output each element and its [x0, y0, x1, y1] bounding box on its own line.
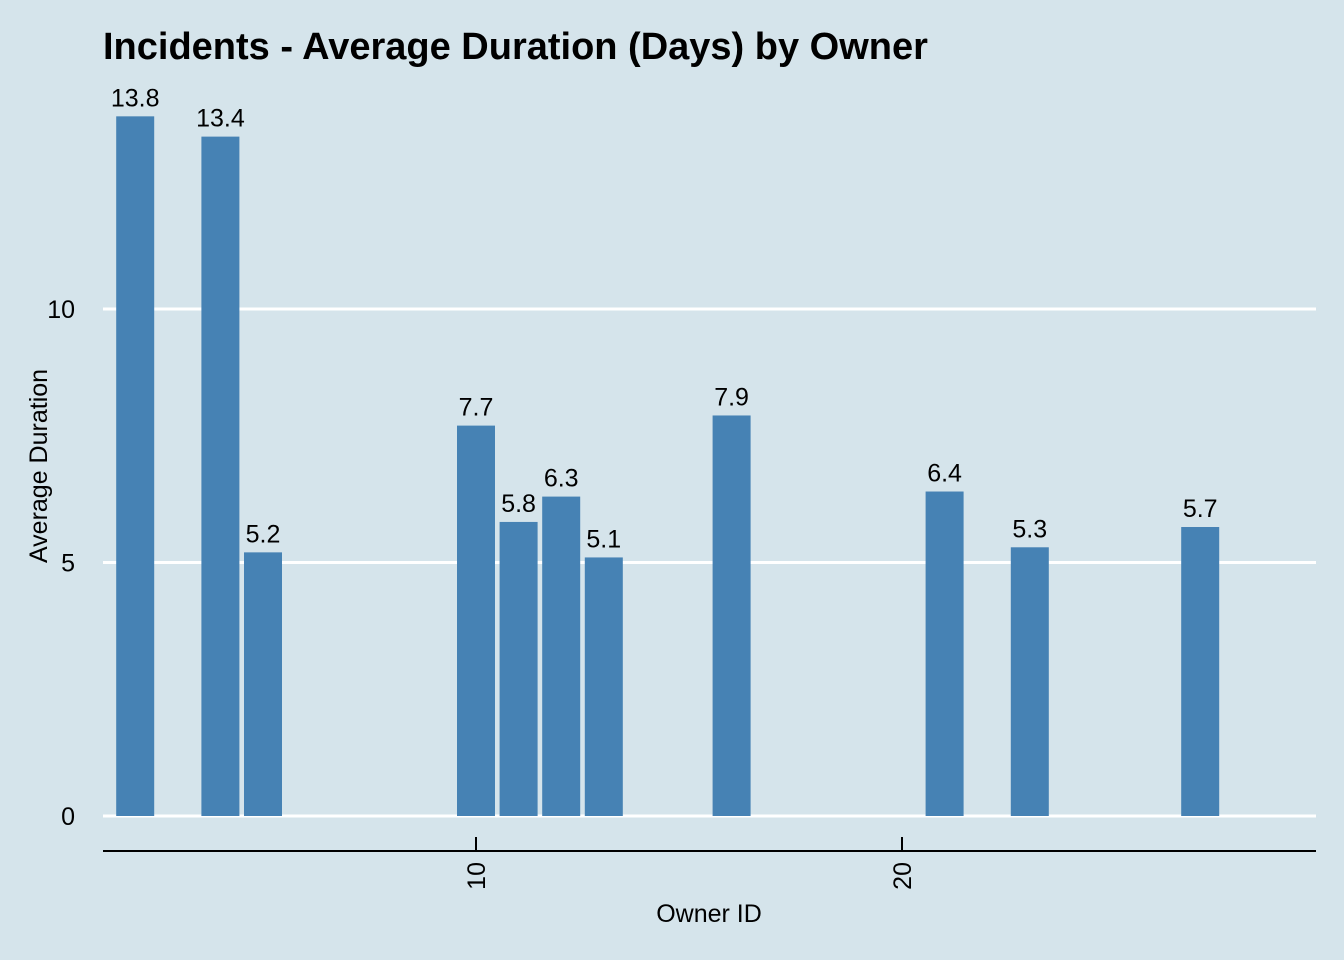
bar [244, 552, 282, 816]
bar [1010, 547, 1049, 816]
x-tick-label: 10 [463, 862, 491, 890]
y-axis-title: Average Duration [25, 369, 53, 563]
bar-value-label: 5.3 [1012, 515, 1047, 543]
chart-title: Incidents - Average Duration (Days) by O… [103, 26, 928, 68]
x-tick-label: 20 [889, 862, 917, 890]
bar-value-label: 7.9 [714, 383, 749, 411]
bar-value-label: 7.7 [459, 394, 494, 422]
bar [499, 521, 538, 816]
y-tick-label: 5 [61, 550, 75, 578]
labels-layer: 13.8 13.4 5.2 7.7 5.8 6.3 5.1 7.9 6.4 5.3 5.7 [111, 84, 1218, 553]
bar-value-label: 5.8 [501, 490, 536, 518]
x-axis-title: Owner ID [656, 900, 762, 928]
bar [201, 136, 240, 816]
bar [116, 116, 155, 817]
bar [1181, 527, 1220, 816]
axis-layer: 0 5 10 10 20 [47, 296, 1316, 890]
bar [457, 425, 495, 816]
bar-value-label: 13.8 [111, 84, 160, 112]
bar-value-label: 5.7 [1183, 495, 1218, 523]
bars-layer [116, 116, 1220, 817]
bar [712, 415, 751, 816]
grid-layer [103, 307, 1316, 818]
bar-value-label: 6.4 [927, 460, 962, 488]
bar [584, 557, 623, 816]
bar-value-label: 5.2 [246, 520, 281, 548]
bar [925, 491, 964, 816]
y-tick-label: 0 [61, 803, 75, 831]
bar-value-label: 13.4 [196, 105, 245, 133]
y-tick-label: 10 [47, 296, 75, 324]
bar-value-label: 5.1 [586, 525, 621, 553]
bar [542, 496, 581, 816]
bar-value-label: 6.3 [544, 465, 579, 493]
